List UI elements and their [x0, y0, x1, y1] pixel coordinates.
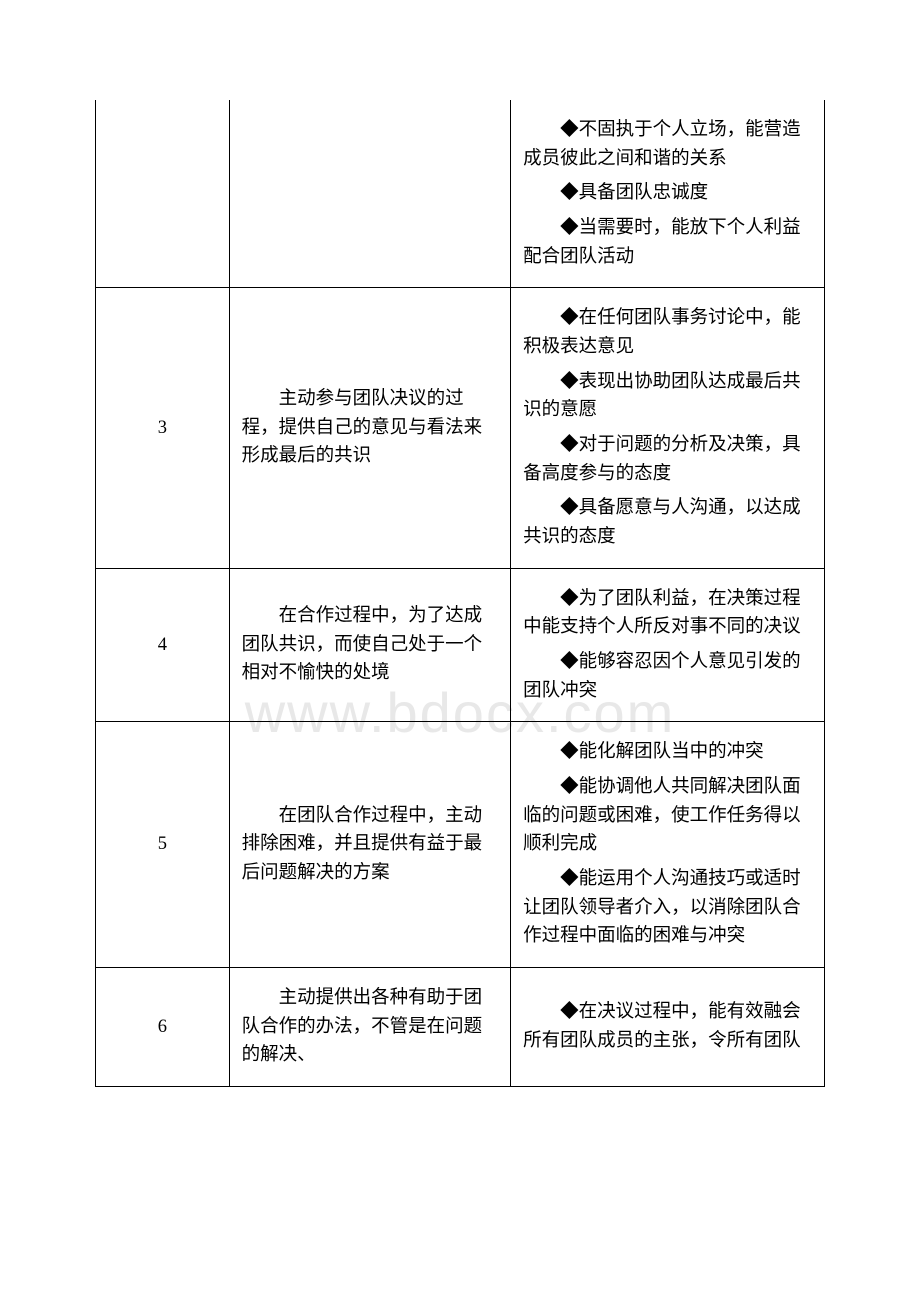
bullet-text: ◆能化解团队当中的冲突: [523, 738, 812, 767]
table-row: 4 在合作过程中，为了达成团队共识，而使自己处于一个相对不愉快的处境 ◆为了团队…: [96, 568, 825, 722]
bullet-text: ◆为了团队利益，在决策过程中能支持个人所反对事不同的决议: [523, 585, 812, 642]
desc-cell: 在团队合作过程中，主动排除困难，并且提供有益于最后问题解决的方案: [229, 722, 510, 968]
table-row: 3 主动参与团队决议的过程，提供自己的意见与看法来形成最后的共识 ◆在任何团队事…: [96, 288, 825, 568]
bullet-text: ◆具备团队忠诚度: [523, 179, 812, 208]
desc-cell: 主动提供出各种有助于团队合作的办法，不管是在问题的解决、: [229, 968, 510, 1087]
bullet-text: ◆不固执于个人立场，能营造成员彼此之间和谐的关系: [523, 116, 812, 173]
bullets-cell: ◆为了团队利益，在决策过程中能支持个人所反对事不同的决议 ◆能够容忍因个人意见引…: [511, 568, 825, 722]
table-row: 5 在团队合作过程中，主动排除困难，并且提供有益于最后问题解决的方案 ◆能化解团…: [96, 722, 825, 968]
bullets-cell: ◆能化解团队当中的冲突 ◆能协调他人共同解决团队面临的问题或困难，使工作任务得以…: [511, 722, 825, 968]
bullet-text: ◆在任何团队事务讨论中，能积极表达意见: [523, 304, 812, 361]
bullet-text: ◆对于问题的分析及决策，具备高度参与的态度: [523, 431, 812, 488]
bullet-text: ◆表现出协助团队达成最后共识的意愿: [523, 368, 812, 425]
bullets-cell: ◆不固执于个人立场，能营造成员彼此之间和谐的关系 ◆具备团队忠诚度 ◆当需要时，…: [511, 100, 825, 288]
competency-table: ◆不固执于个人立场，能营造成员彼此之间和谐的关系 ◆具备团队忠诚度 ◆当需要时，…: [95, 100, 825, 1087]
level-cell: 3: [96, 288, 230, 568]
bullet-text: ◆在决议过程中，能有效融会所有团队成员的主张，令所有团队: [523, 998, 812, 1055]
bullets-cell: ◆在任何团队事务讨论中，能积极表达意见 ◆表现出协助团队达成最后共识的意愿 ◆对…: [511, 288, 825, 568]
desc-text: 主动参与团队决议的过程，提供自己的意见与看法来形成最后的共识: [242, 385, 498, 471]
bullet-text: ◆能够容忍因个人意见引发的团队冲突: [523, 648, 812, 705]
bullet-text: ◆具备愿意与人沟通，以达成共识的态度: [523, 494, 812, 551]
desc-cell: [229, 100, 510, 288]
desc-cell: 在合作过程中，为了达成团队共识，而使自己处于一个相对不愉快的处境: [229, 568, 510, 722]
bullet-text: ◆能协调他人共同解决团队面临的问题或困难，使工作任务得以顺利完成: [523, 773, 812, 859]
desc-cell: 主动参与团队决议的过程，提供自己的意见与看法来形成最后的共识: [229, 288, 510, 568]
level-cell: 6: [96, 968, 230, 1087]
desc-text: 在合作过程中，为了达成团队共识，而使自己处于一个相对不愉快的处境: [242, 602, 498, 688]
table-row: 6 主动提供出各种有助于团队合作的办法，不管是在问题的解决、 ◆在决议过程中，能…: [96, 968, 825, 1087]
desc-text: 主动提供出各种有助于团队合作的办法，不管是在问题的解决、: [242, 984, 498, 1070]
bullet-text: ◆能运用个人沟通技巧或适时让团队领导者介入，以消除团队合作过程中面临的困难与冲突: [523, 865, 812, 951]
bullet-text: ◆当需要时，能放下个人利益配合团队活动: [523, 214, 812, 271]
level-cell: 5: [96, 722, 230, 968]
level-cell: 4: [96, 568, 230, 722]
table-row: ◆不固执于个人立场，能营造成员彼此之间和谐的关系 ◆具备团队忠诚度 ◆当需要时，…: [96, 100, 825, 288]
desc-text: 在团队合作过程中，主动排除困难，并且提供有益于最后问题解决的方案: [242, 802, 498, 888]
bullets-cell: ◆在决议过程中，能有效融会所有团队成员的主张，令所有团队: [511, 968, 825, 1087]
level-cell: [96, 100, 230, 288]
